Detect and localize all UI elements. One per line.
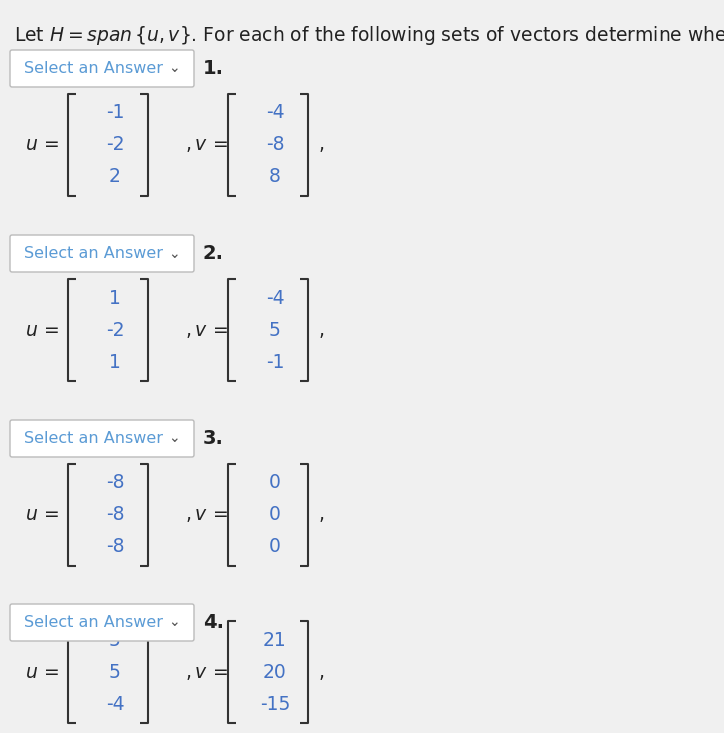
Text: -1: -1 bbox=[266, 353, 285, 372]
FancyBboxPatch shape bbox=[10, 235, 194, 272]
Text: 8: 8 bbox=[269, 168, 281, 186]
FancyBboxPatch shape bbox=[10, 604, 194, 641]
Text: 5: 5 bbox=[109, 663, 121, 682]
Text: -8: -8 bbox=[106, 474, 125, 493]
FancyBboxPatch shape bbox=[10, 50, 194, 87]
Text: ,: , bbox=[318, 506, 324, 525]
Text: $u\,=$: $u\,=$ bbox=[25, 506, 59, 525]
Text: -2: -2 bbox=[106, 136, 125, 155]
Text: 0: 0 bbox=[269, 506, 281, 525]
Text: Select an Answer: Select an Answer bbox=[24, 61, 163, 76]
Text: $u\,=$: $u\,=$ bbox=[25, 320, 59, 339]
Text: ⌄: ⌄ bbox=[168, 62, 180, 75]
Text: 1.: 1. bbox=[203, 59, 224, 78]
Text: 20: 20 bbox=[263, 663, 287, 682]
Text: $,v\,=$: $,v\,=$ bbox=[185, 506, 228, 525]
Text: 1: 1 bbox=[109, 289, 121, 308]
Text: $,v\,=$: $,v\,=$ bbox=[185, 136, 228, 155]
Text: 4.: 4. bbox=[203, 613, 224, 632]
Text: -4: -4 bbox=[266, 289, 285, 308]
Text: 5: 5 bbox=[269, 320, 281, 339]
Text: $u\,=$: $u\,=$ bbox=[25, 136, 59, 155]
Text: 2.: 2. bbox=[203, 244, 224, 263]
Text: -1: -1 bbox=[106, 103, 125, 122]
Text: $,v\,=$: $,v\,=$ bbox=[185, 663, 228, 682]
Text: -8: -8 bbox=[106, 537, 125, 556]
Text: -4: -4 bbox=[106, 694, 125, 713]
FancyBboxPatch shape bbox=[10, 420, 194, 457]
Text: ⌄: ⌄ bbox=[168, 616, 180, 630]
Text: Select an Answer: Select an Answer bbox=[24, 431, 163, 446]
Text: -8: -8 bbox=[106, 506, 125, 525]
Text: $u\,=$: $u\,=$ bbox=[25, 663, 59, 682]
Text: Let $H = \mathit{span}\,\{u, v\}$. For each of the following sets of vectors det: Let $H = \mathit{span}\,\{u, v\}$. For e… bbox=[14, 24, 724, 47]
Text: -2: -2 bbox=[106, 320, 125, 339]
Text: ⌄: ⌄ bbox=[168, 246, 180, 260]
Text: -8: -8 bbox=[266, 136, 285, 155]
Text: ,: , bbox=[318, 663, 324, 682]
Text: Select an Answer: Select an Answer bbox=[24, 246, 163, 261]
Text: ,: , bbox=[318, 320, 324, 339]
Text: 21: 21 bbox=[263, 630, 287, 649]
Text: 2: 2 bbox=[109, 168, 121, 186]
Text: 0: 0 bbox=[269, 537, 281, 556]
Text: 3.: 3. bbox=[203, 429, 224, 448]
Text: 5: 5 bbox=[109, 630, 121, 649]
Text: 0: 0 bbox=[269, 474, 281, 493]
Text: $,v\,=$: $,v\,=$ bbox=[185, 320, 228, 339]
Text: -4: -4 bbox=[266, 103, 285, 122]
Text: ⌄: ⌄ bbox=[168, 432, 180, 446]
Text: -15: -15 bbox=[260, 694, 290, 713]
Text: Select an Answer: Select an Answer bbox=[24, 615, 163, 630]
Text: ,: , bbox=[318, 136, 324, 155]
Text: 1: 1 bbox=[109, 353, 121, 372]
